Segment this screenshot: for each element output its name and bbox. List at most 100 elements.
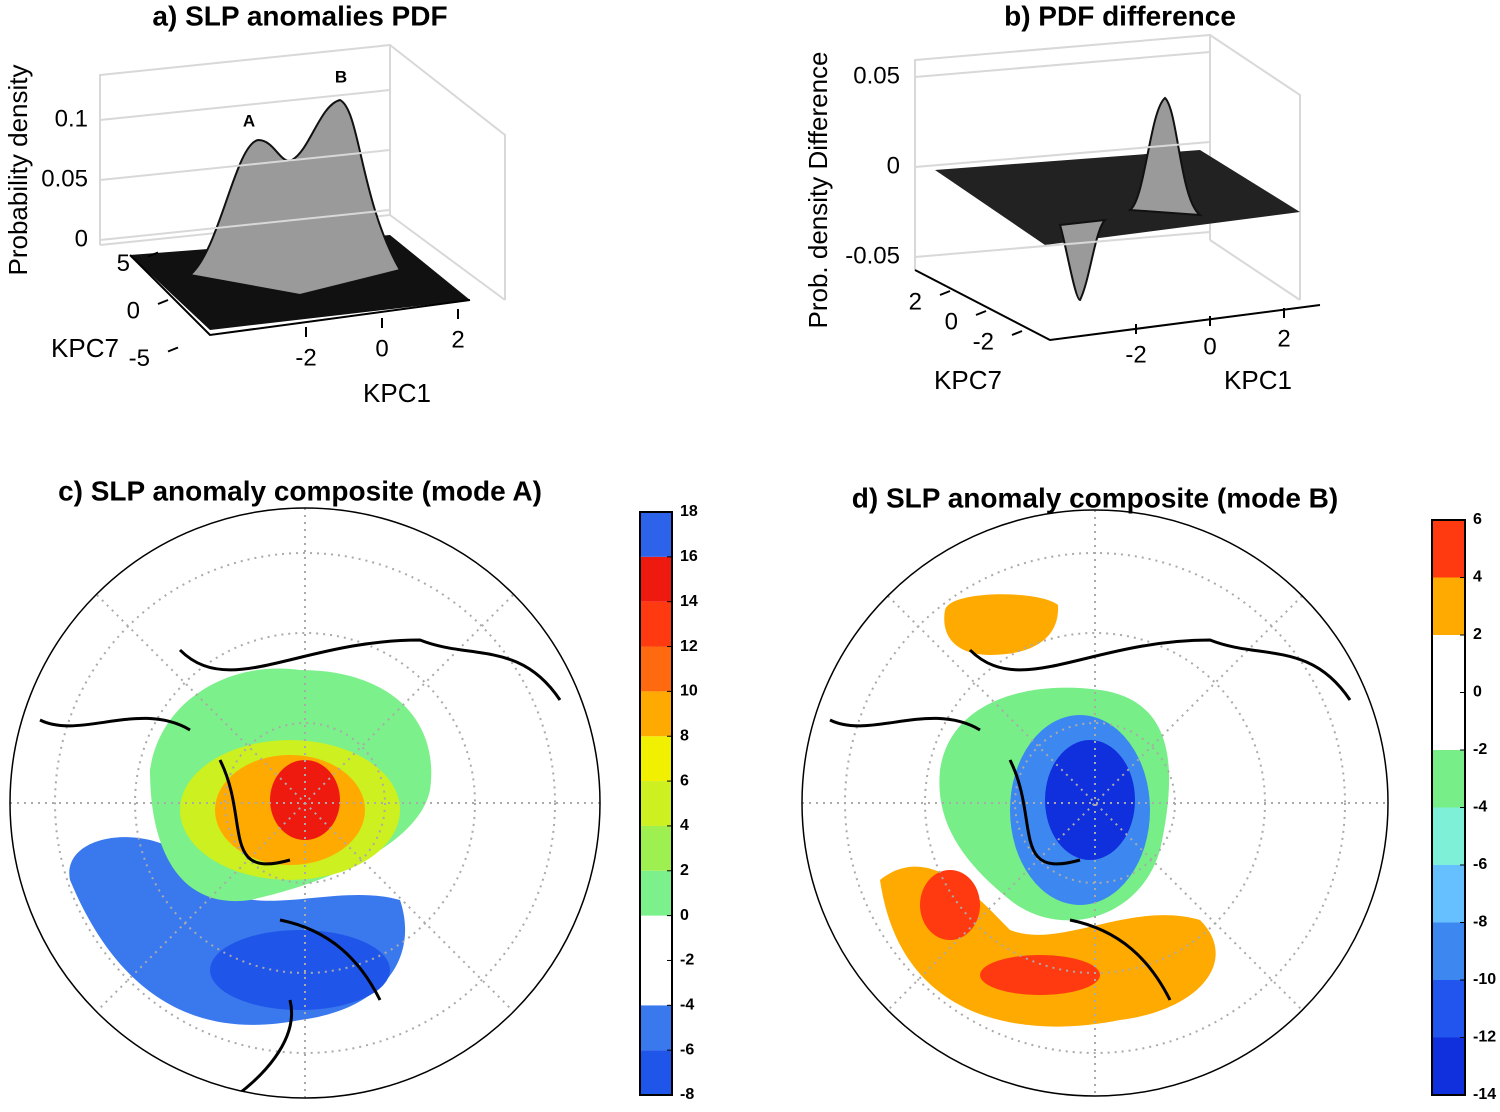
grid-line [914,51,1211,78]
y-tick-label: -5 [129,345,150,372]
colorbar-label: 14 [680,593,698,610]
grid-line [99,89,391,121]
colorbar-segment [640,556,672,602]
colorbar-label: 2 [1473,626,1482,643]
colorbar-frame [639,511,673,1096]
colorbar-segment [1432,807,1465,865]
colorbar-segment [1432,692,1465,750]
y-tick-label: -2 [973,328,994,355]
panel-b-box [914,33,1321,342]
colorbar-label: -14 [1473,1086,1496,1103]
grid-line [914,141,1211,168]
y-axis-label: KPC7 [51,333,119,363]
colorbar-label: 6 [1473,511,1482,528]
z-tick-label: 0.05 [41,165,88,192]
surface-peak [1127,96,1204,217]
surface-floor [935,150,1300,245]
grid-line [914,231,1211,258]
colorbar-label: 18 [680,503,698,520]
z-tick-label: 0.05 [853,62,900,89]
tick-mark [939,290,951,296]
panel-title: b) PDF difference [1004,0,1236,31]
colorbar-segment [1432,520,1465,578]
colorbar-segment [1432,922,1465,980]
y-axis-label: KPC7 [934,365,1002,395]
colorbar-segment [640,870,672,916]
y-tick-label: 0 [945,308,958,335]
surface-peaks [187,98,402,297]
z-tick-label: 0 [75,225,88,252]
annotation: A [243,111,255,130]
colorbar-segment [640,691,672,737]
colorbar-label: 16 [680,548,698,565]
colorbar-segment [1432,635,1465,693]
x-tick-label: 0 [375,335,388,362]
colorbar-label: -10 [1473,971,1496,988]
colorbar-segment [1432,980,1465,1038]
annotation: B [335,67,347,86]
x-tick-label: 2 [1277,325,1290,352]
x-tick-label: 2 [451,326,464,353]
grid-line [99,209,391,241]
colorbar-label: 6 [680,772,689,789]
x-axis-label: KPC1 [363,378,431,408]
tick-mark [157,299,169,305]
tick-mark [1011,330,1023,336]
colorbar-label: 4 [680,817,689,834]
colorbar-label: 0 [1473,684,1482,701]
colorbar-segment [640,781,672,826]
tick-mark [167,346,179,353]
panel-title: c) SLP anomaly composite (mode A) [58,475,542,506]
z-tick-label: 0.1 [55,105,88,132]
grid-line [99,149,391,181]
panel-title: d) SLP anomaly composite (mode B) [852,482,1338,513]
colorbar-segment [640,601,672,647]
colorbar-segment [1432,1037,1465,1095]
y-tick-label: 0 [127,297,140,324]
y-tick-label: 2 [909,288,922,315]
colorbar-label: 12 [680,638,698,655]
colorbar-segment [640,736,672,782]
z-axis-label: Prob. density Difference [803,52,833,329]
tick-mark [975,310,987,316]
x-axis-label: KPC1 [1224,365,1292,395]
colorbar-segment [640,960,672,1006]
colorbar-label: 0 [680,907,689,924]
colorbar-label: -8 [1473,914,1487,931]
colorbar-segment [640,1050,672,1095]
colorbar-label: -2 [680,952,694,969]
tick-mark [147,251,159,258]
x-tick-label: -2 [295,344,316,371]
colorbar-segment [640,1005,672,1051]
colorbar-segment [1432,865,1465,923]
colorbar-segment [640,646,672,692]
colorbar-segment [640,825,672,871]
colorbar-label: -4 [680,997,694,1014]
panel-title: a) SLP anomalies PDF [152,0,447,31]
y-tick-label: 5 [117,250,130,277]
colorbar-segment [640,915,672,961]
colorbar-segment [640,512,672,557]
x-tick-label: 0 [1203,333,1216,360]
surface-trough [1058,218,1108,302]
x-tick-label: -2 [1125,341,1146,368]
z-tick-label: -0.05 [845,242,900,269]
map-c [9,507,601,1099]
z-tick-label: 0 [887,152,900,179]
colorbar-label: 8 [680,727,689,744]
z-axis-label: Probability density [3,65,33,276]
colorbar-label: -12 [1473,1029,1496,1046]
colorbar-segment [1432,577,1465,635]
colorbar-label: -8 [680,1086,694,1103]
colorbar-segment [1432,750,1465,808]
colorbar-label: 10 [680,683,698,700]
colorbar-label: 4 [1473,569,1482,586]
panel-a-box [99,43,506,337]
colorbar-label: -2 [1473,741,1487,758]
colorbar-label: -6 [680,1041,694,1058]
map-d [801,509,1389,1097]
colorbar-label: -4 [1473,799,1487,816]
colorbar-label: 2 [680,862,689,879]
colorbar-label: -6 [1473,856,1487,873]
